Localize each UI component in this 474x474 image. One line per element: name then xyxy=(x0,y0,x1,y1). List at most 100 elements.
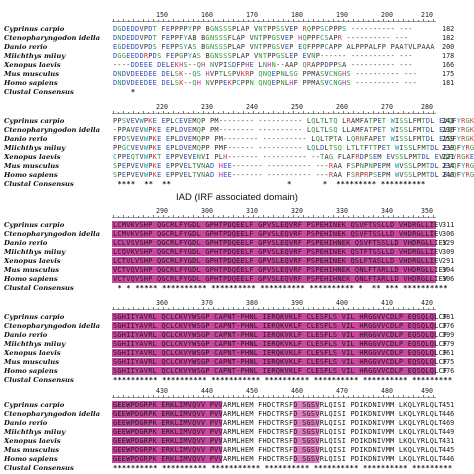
ruler-tick xyxy=(138,216,139,218)
species-label: Danio rerio xyxy=(4,331,48,339)
ruler-tick xyxy=(373,307,374,310)
domain-highlight xyxy=(112,419,436,427)
ruler-tick xyxy=(423,19,424,22)
ruler-tick xyxy=(143,111,144,114)
ruler-tick xyxy=(428,20,429,22)
ruler-tick xyxy=(418,112,419,114)
ruler-tick xyxy=(408,112,409,114)
ruler-tick xyxy=(243,395,244,398)
ruler-tick xyxy=(398,216,399,218)
domain-highlight xyxy=(112,322,436,330)
species-label: Xenopus laevis xyxy=(4,257,61,265)
species-label: Xenopus laevis xyxy=(4,61,61,69)
ruler-tick xyxy=(338,308,339,310)
ruler-tick xyxy=(158,216,159,218)
ruler-tick xyxy=(333,19,334,22)
domain-highlight xyxy=(112,428,436,436)
ruler-line xyxy=(112,217,436,218)
ruler-tick xyxy=(308,112,309,114)
domain-highlight xyxy=(112,437,436,445)
sequence-row: Homo sapiens SPEPVEVWPKE EPPVELTVNAD HEE-… xyxy=(0,170,474,180)
ruler-tick xyxy=(133,307,134,310)
ruler-tick xyxy=(253,19,254,22)
ruler-tick xyxy=(383,111,384,114)
ruler-tick xyxy=(243,19,244,22)
ruler-tick xyxy=(283,307,284,310)
ruler-tick xyxy=(338,20,339,22)
domain-highlight xyxy=(112,410,436,418)
ruler-tick xyxy=(283,395,284,398)
sequence-row: Danio rerio SGHIIYAVRL QCLCKVYWSGP CAPNT-… xyxy=(0,330,474,340)
ruler-tick xyxy=(248,20,249,22)
sequence-row: Homo sapiens GEEWPDGRPK ERKLIMVQVV PVVARM… xyxy=(0,454,474,464)
ruler-tick xyxy=(203,307,204,310)
ruler-tick xyxy=(388,20,389,22)
species-label: Danio rerio xyxy=(4,419,48,427)
sequence-text: DNDVDEEDEE DELSK--QH NVPPEKPCPPN QNQEPNL… xyxy=(113,79,418,87)
residue-position: 178 xyxy=(442,52,455,60)
ruler-tick xyxy=(348,308,349,310)
sequence-row: Danio rerio FPDSVEVWPKE EPLDVEMQPP PM----… xyxy=(0,134,474,144)
domain-highlight xyxy=(112,257,436,265)
ruler-tick xyxy=(173,395,174,398)
residue-position: 329 xyxy=(442,239,455,247)
ruler-tick xyxy=(263,19,264,22)
ruler-tick xyxy=(113,111,114,114)
ruler-tick xyxy=(268,112,269,114)
alignment-block-5: 430 440 450 460 470 480 490 Cyprinus car… xyxy=(0,384,474,474)
sequence-text: LCMVKVSHP QGCRLFYGDL GPHTPDQEELF GPVSLEQ… xyxy=(113,221,443,229)
ruler-tick xyxy=(258,396,259,398)
ruler-tick xyxy=(383,395,384,398)
ruler-tick xyxy=(293,111,294,114)
ruler-tick-label: 230 xyxy=(201,103,213,111)
species-label: Cyprinus carpio xyxy=(4,117,65,125)
ruler-tick xyxy=(333,395,334,398)
ruler-tick xyxy=(368,308,369,310)
ruler-tick xyxy=(353,307,354,310)
sequence-row: Homo sapiens VCTVQVSHP QGCRLFYGDL GPHTPDQ… xyxy=(0,274,474,284)
ruler-tick xyxy=(288,216,289,218)
domain-highlight xyxy=(112,340,436,348)
ruler-tick xyxy=(403,307,404,310)
residue-position: 291 xyxy=(442,257,455,265)
ruler-tick xyxy=(428,216,429,218)
ruler-tick xyxy=(348,112,349,114)
sequence-row: Ctenopharyngodon idella LCMVKVSHP QGCRLFY… xyxy=(0,229,474,239)
ruler-tick xyxy=(423,215,424,218)
ruler-tick xyxy=(148,112,149,114)
ruler-tick xyxy=(363,19,364,22)
ruler-tick xyxy=(213,215,214,218)
sequence-text: -PPAVEVWPKE EPLDVEMQP PM-------- -------… xyxy=(113,126,474,134)
ruler-tick xyxy=(113,19,114,22)
ruler-tick xyxy=(153,307,154,310)
ruler-tick xyxy=(313,215,314,218)
ruler-tick xyxy=(288,20,289,22)
ruler-tick xyxy=(273,307,274,310)
species-label: Clustal Consensus xyxy=(4,180,74,188)
ruler-tick xyxy=(358,20,359,22)
ruler-tick-label: 440 xyxy=(201,387,213,395)
ruler-tick xyxy=(198,396,199,398)
ruler-tick xyxy=(353,19,354,22)
ruler-tick xyxy=(343,111,344,114)
sequence-row: Danio rerio LCLVSVSHP QGCRLFYGDL GPHTPDQE… xyxy=(0,238,474,248)
ruler-tick-label: 450 xyxy=(246,387,258,395)
residue-position: 182 xyxy=(442,25,455,33)
ruler-tick xyxy=(343,19,344,22)
consensus-text: ********** ********** *********** ******… xyxy=(113,376,453,384)
ruler-tick xyxy=(178,308,179,310)
residue-position: 239 xyxy=(442,144,455,152)
sequence-text: DNDEDDVPDT FEPPFYAB BGNSSSFLAP VNTPPGSVE… xyxy=(113,34,409,42)
ruler-tick xyxy=(403,19,404,22)
ruler-tick-label: 190 xyxy=(336,11,348,19)
sequence-row: Miichthys miiuy LCQVKVSHP QGCRLFYGDL GPHT… xyxy=(0,247,474,257)
domain-title: IAD (IRF associated domain) xyxy=(176,192,298,203)
ruler-tick xyxy=(183,19,184,22)
sequence-row: Homo sapiens SGHIIYAVRL QCLCKVYWSGP CAPNT… xyxy=(0,366,474,376)
ruler-tick xyxy=(153,111,154,114)
ruler-tick xyxy=(378,308,379,310)
ruler-tick xyxy=(118,20,119,22)
ruler-tick-label: 360 xyxy=(156,299,168,307)
species-label: Ctenopharyngodon idella xyxy=(4,126,101,134)
